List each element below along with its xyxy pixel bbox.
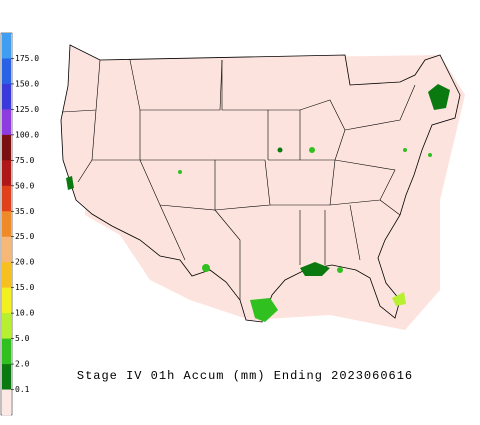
legend-swatch [2,236,11,263]
legend-swatch [2,58,11,85]
legend-swatch [2,338,11,365]
legend-swatch [2,33,11,59]
legend-swatch [2,364,11,390]
legend-swatch [2,160,11,187]
legend-swatch [2,313,11,339]
precip-areas [66,84,450,322]
legend-label: 0.1 [15,385,30,394]
legend-swatch [2,287,11,314]
legend-swatch [2,83,11,110]
legend-label: 125.0 [15,105,39,114]
legend-swatch [2,262,11,288]
legend-label: 150.0 [15,79,39,88]
legend-label: 20.0 [15,258,34,267]
us-outline [60,44,461,323]
legend-label: 50.0 [15,181,34,190]
legend-swatch [2,211,11,238]
legend-label: 25.0 [15,232,34,241]
legend-label: 5.0 [15,334,30,343]
legend-swatch [2,389,11,416]
legend: 175.0 150.0 125.0 100.0 75.0 50.0 35.0 25.0 20.0… [2,33,39,416]
legend-label: 10.0 [15,309,34,318]
legend-swatch [2,109,11,136]
legend-label: 35.0 [15,207,34,216]
legend-label: 2.0 [15,360,30,369]
state-lines [61,59,416,300]
legend-label: 75.0 [15,156,34,165]
legend-label: 15.0 [15,283,34,292]
map-title: Stage IV 01h Accum (mm) Ending 202306061… [77,369,413,383]
legend-label: 175.0 [15,54,39,63]
legend-swatch [2,185,11,212]
legend-label: 100.0 [15,130,39,139]
legend-swatch [2,134,11,161]
